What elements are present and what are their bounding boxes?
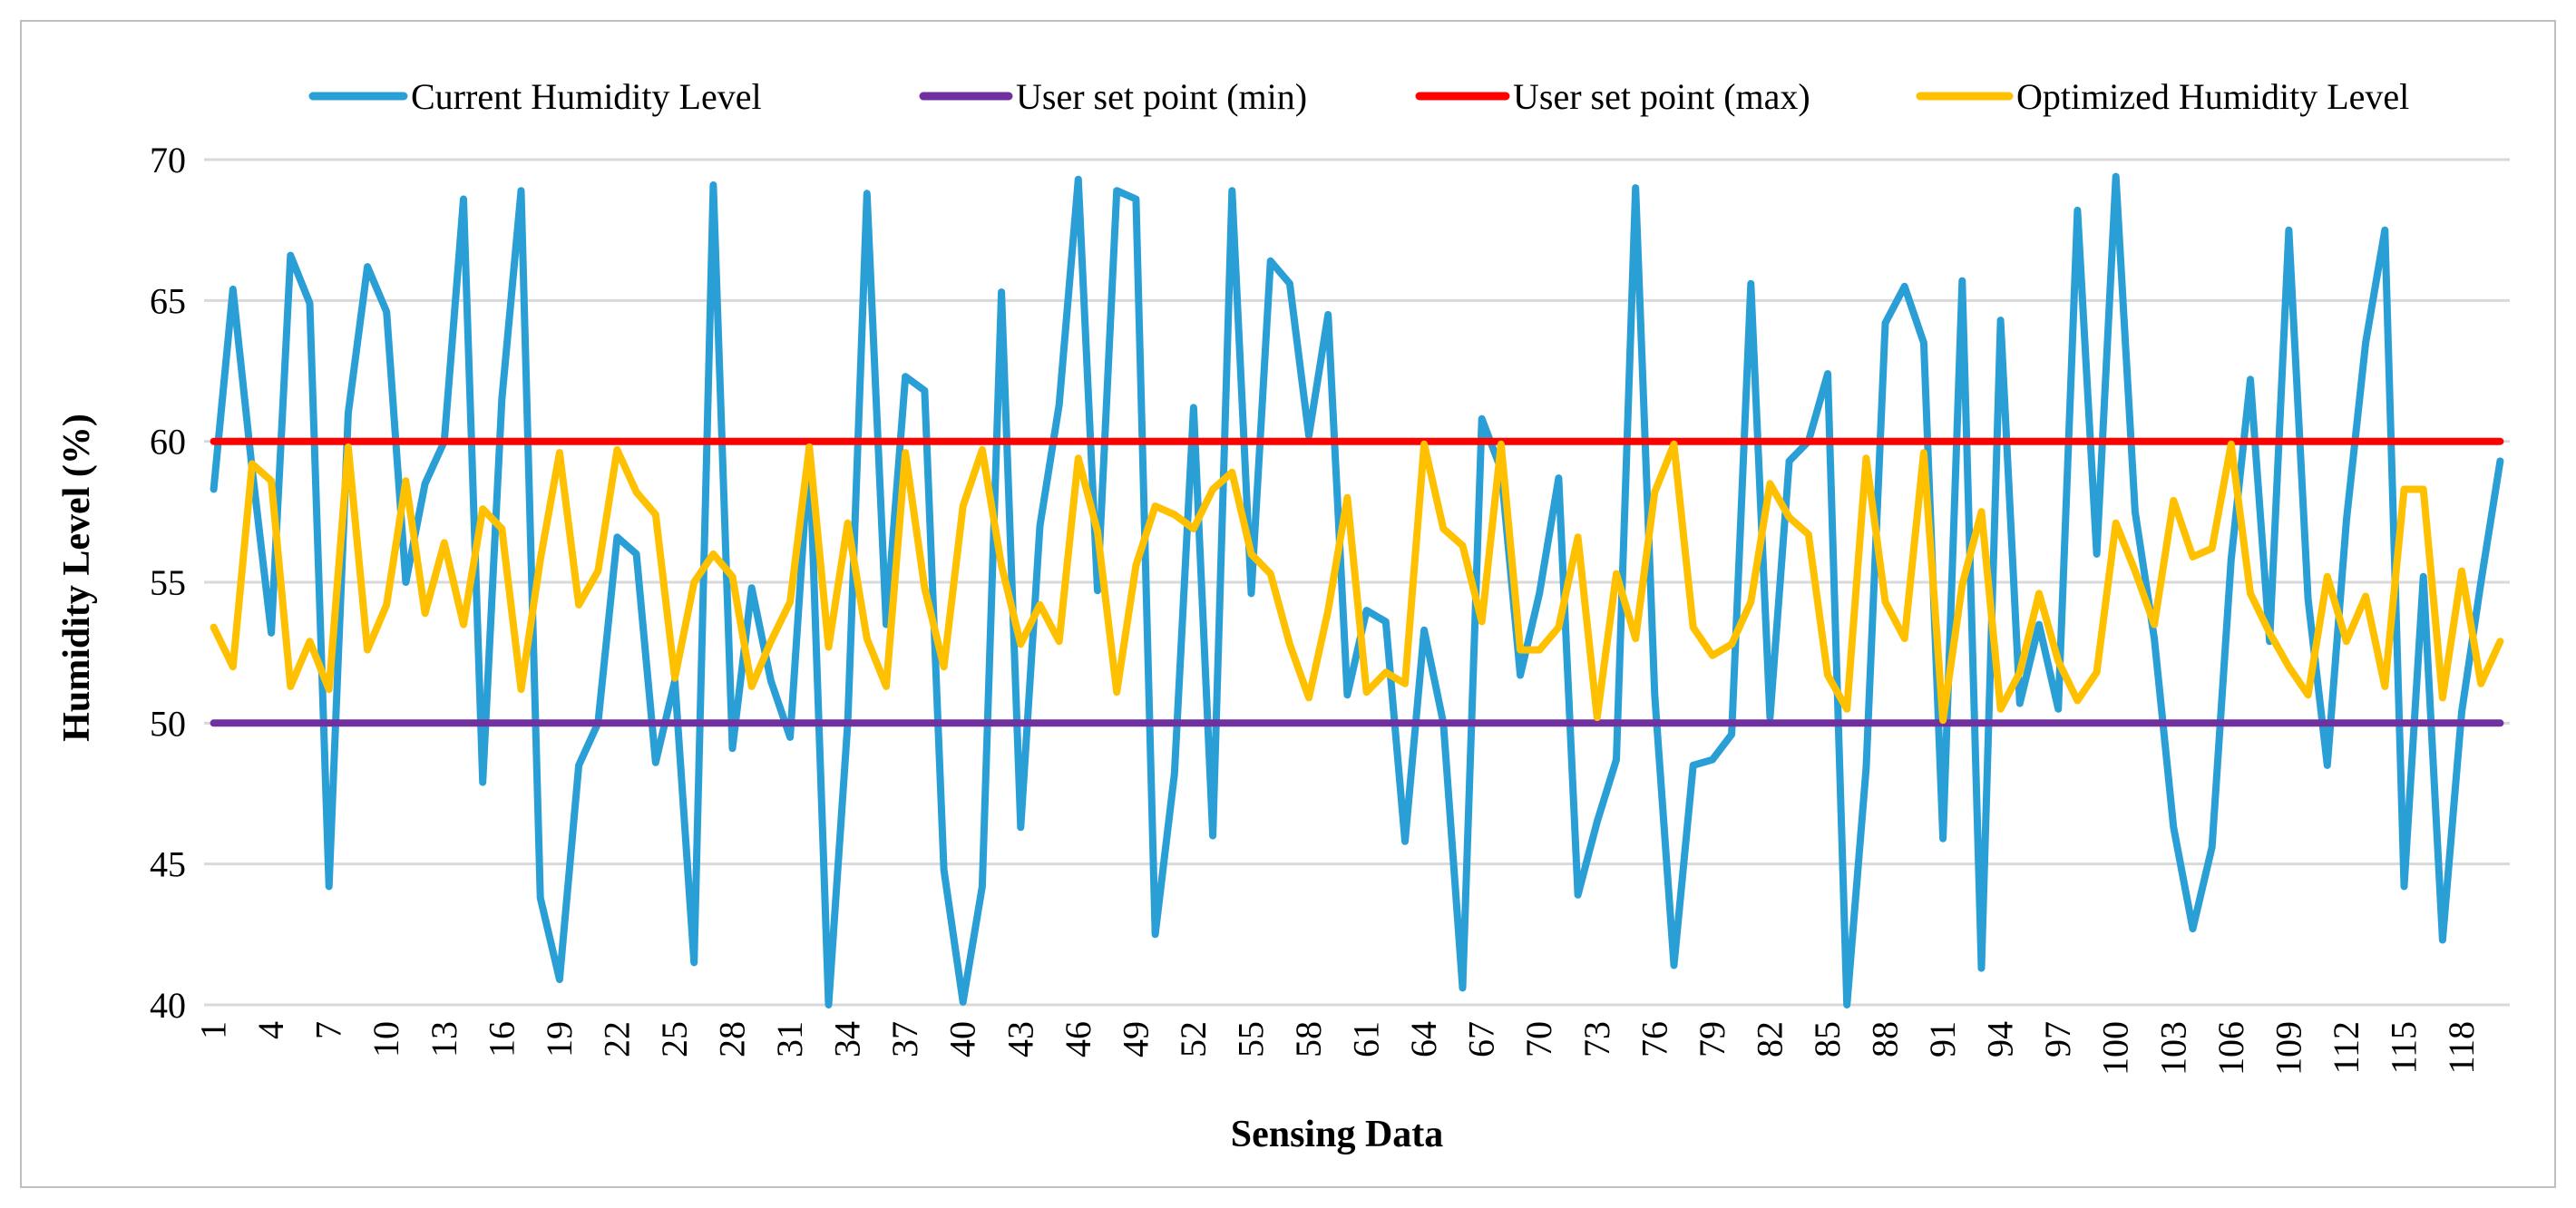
- x-tick-label: 19: [539, 1021, 580, 1057]
- x-tick-label: 85: [1807, 1021, 1848, 1057]
- x-tick-label: 76: [1634, 1021, 1674, 1057]
- x-tick-label: 73: [1576, 1021, 1617, 1057]
- legend-label-user-set-point-max: User set point (max): [1513, 76, 1810, 117]
- x-tick-label: 55: [1230, 1021, 1271, 1057]
- legend-label-current-humidity-level: Current Humidity Level: [411, 76, 762, 117]
- legend-label-optimized-humidity-level: Optimized Humidity Level: [2016, 76, 2409, 117]
- x-axis-label: Sensing Data: [1231, 1114, 1444, 1155]
- y-tick-label: 40: [150, 985, 186, 1026]
- x-tick-label: 46: [1058, 1021, 1098, 1057]
- x-tick-label: 82: [1749, 1021, 1790, 1057]
- x-tick-label: 31: [769, 1021, 810, 1057]
- x-tick-label: 109: [2268, 1021, 2308, 1076]
- y-tick-label: 65: [150, 280, 186, 321]
- x-tick-label: 37: [884, 1021, 925, 1057]
- legend-label-user-set-point-min: User set point (min): [1016, 76, 1307, 117]
- x-tick-label: 10: [366, 1021, 406, 1057]
- x-tick-label: 40: [942, 1021, 983, 1057]
- x-tick-label: 4: [250, 1021, 291, 1039]
- y-tick-label: 60: [150, 422, 186, 463]
- y-tick-label: 50: [150, 703, 186, 744]
- y-tick-label: 45: [150, 844, 186, 885]
- x-tick-label: 112: [2326, 1021, 2366, 1075]
- series-line-current-humidity-level: [210, 172, 2504, 1008]
- x-tick-label: 52: [1173, 1021, 1214, 1057]
- x-tick-labels: 1 4 7 10 13 16 19 22 25 28 31 34 37 40 43 46 49 52 55 58 61 6…: [193, 1021, 2482, 1076]
- x-tick-label: 34: [827, 1021, 868, 1057]
- legend: Current Humidity Level User set point (mi…: [308, 76, 2409, 117]
- y-tick-labels: 40 45 50 55 60 65 70: [150, 140, 186, 1026]
- y-tick-label: 70: [150, 140, 186, 180]
- x-tick-label: 115: [2383, 1021, 2424, 1075]
- x-tick-label: 61: [1346, 1021, 1387, 1057]
- x-tick-label: 97: [2037, 1021, 2078, 1057]
- x-tick-label: 106: [2210, 1021, 2251, 1076]
- x-tick-label: 1: [193, 1021, 234, 1039]
- x-tick-label: 103: [2152, 1021, 2193, 1076]
- x-tick-label: 58: [1288, 1021, 1329, 1057]
- x-tick-label: 100: [2095, 1021, 2136, 1076]
- series-lines: [210, 172, 2504, 1008]
- x-tick-label: 28: [712, 1021, 753, 1057]
- x-tick-label: 13: [424, 1021, 464, 1057]
- x-tick-label: 88: [1865, 1021, 1906, 1057]
- x-tick-label: 7: [308, 1021, 349, 1039]
- x-tick-label: 67: [1461, 1021, 1502, 1057]
- x-tick-label: 94: [1980, 1021, 2021, 1057]
- x-tick-label: 70: [1518, 1021, 1559, 1057]
- x-tick-label: 25: [654, 1021, 695, 1057]
- y-tick-label: 55: [150, 562, 186, 603]
- x-tick-label: 43: [1000, 1021, 1040, 1057]
- x-tick-label: 16: [481, 1021, 522, 1057]
- chart-frame: [20, 20, 2556, 1188]
- x-tick-label: 118: [2441, 1021, 2482, 1075]
- x-tick-label: 64: [1403, 1021, 1444, 1057]
- x-tick-label: 79: [1692, 1021, 1732, 1057]
- x-tick-label: 49: [1115, 1021, 1156, 1057]
- y-axis-label: Humidity Level (%): [56, 414, 98, 742]
- x-tick-label: 91: [1922, 1021, 1963, 1057]
- x-tick-label: 22: [596, 1021, 637, 1057]
- series-line-optimized-humidity-level: [210, 440, 2504, 725]
